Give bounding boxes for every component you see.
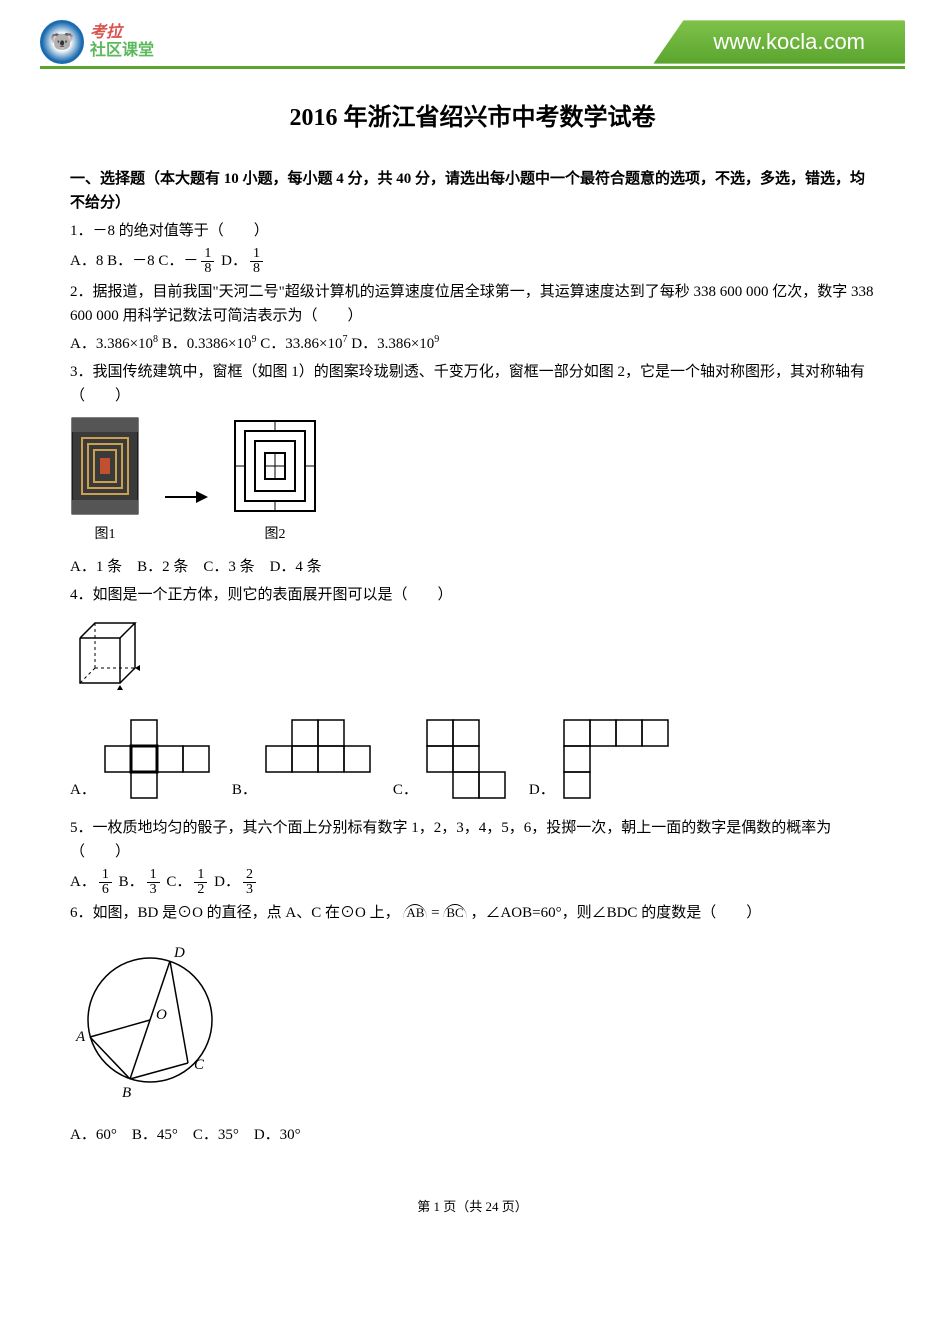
q5-c-den: 2 [194,883,207,897]
q4-net-b: B． [232,717,373,802]
q4-net-c: C． [393,717,509,802]
q5-d-label: D． [214,874,240,890]
q6-circle-icon: D O A B C [70,935,230,1105]
q4-net-b-icon [263,717,373,802]
q5-d-frac: 23 [243,868,256,897]
logo-line2: 社区课堂 [90,42,154,60]
q1-d-den: 8 [250,262,263,276]
q5-c-frac: 12 [194,868,207,897]
q1-c-num: 1 [201,247,214,262]
q6-label-c: C [194,1057,205,1073]
q3-text: 3．我国传统建筑中，窗框（如图 1）的图案玲珑剔透、千变万化，窗框一部分如图 2… [70,360,875,408]
q1-d-frac: 18 [250,247,263,276]
q4-b-label: B． [232,778,257,802]
q6-arc1: AB [403,904,427,919]
q6-arc2: BC [443,904,466,919]
q4-net-a: A． [70,717,212,802]
q5-a-num: 1 [99,868,112,883]
q3-figures: 图1 图2 [70,416,875,546]
q3-fig2-icon [230,416,320,516]
q3-fig1-wrap: 图1 [70,416,140,546]
q5-c-num: 1 [194,868,207,883]
brand-logo: 🐨 考拉 社区课堂 [40,20,154,64]
q5-text: 5．一枚质地均匀的骰子，其六个面上分别标有数字 1，2，3，4，5，6，投掷一次… [70,816,875,864]
page-title: 2016 年浙江省绍兴市中考数学试卷 [70,99,875,137]
logo-line1: 考拉 [90,24,154,42]
q4-net-d-icon [561,717,671,802]
header-url: www.kocla.com [653,20,905,63]
q1-opt-d-prefix: D． [221,253,247,269]
q5-c-label: C． [166,874,191,890]
q2-opt-c: C．33.86×10 [260,336,342,352]
q1-text: 1．－8 的绝对值等于（ ） [70,219,875,243]
q3-fig2-label: 图2 [230,524,320,546]
q1-d-num: 1 [250,247,263,262]
q6-text: 6．如图，BD 是⊙O 的直径，点 A、C 在⊙O 上， AB = BC ，∠A… [70,901,875,925]
q1-opt-a: A．8 [70,253,103,269]
q3-fig1-label: 图1 [70,524,140,546]
q6-label-a: A [75,1029,86,1045]
q1-opt-b: B．－8 [107,253,155,269]
q3-fig2-wrap: 图2 [230,416,320,546]
q5-d-den: 3 [243,883,256,897]
q5-a-frac: 16 [99,868,112,897]
q2-d-exp: 9 [434,334,439,345]
q4-net-c-icon [424,717,509,802]
q3-fig1-icon [70,416,140,516]
q4-net-a-icon [102,717,212,802]
arrow-icon [160,447,210,547]
q4-a-label: A． [70,778,96,802]
q6-options: A．60° B．45° C．35° D．30° [70,1123,875,1147]
q1-options: A．8 B．－8 C．－18 D．18 [70,247,875,276]
q5-d-num: 2 [243,868,256,883]
q6-label-d: D [173,945,185,961]
q1-c-neg: － [183,253,198,269]
q1-opt-c-prefix: C． [158,253,183,269]
q4-text: 4．如图是一个正方体，则它的表面展开图可以是（ ） [70,583,875,607]
q2-opt-d: D．3.386×10 [351,336,434,352]
q2-a-exp: 8 [153,334,158,345]
q4-d-label: D． [529,778,555,802]
q2-b-exp: 9 [252,334,257,345]
q2-c-exp: 7 [342,334,347,345]
q5-b-den: 3 [147,883,160,897]
q5-a-label: A． [70,874,96,890]
q5-a-den: 6 [99,883,112,897]
q4-c-label: C． [393,778,418,802]
q6-label-o: O [156,1007,167,1023]
q5-options: A．16 B．13 C．12 D．23 [70,868,875,897]
logo-icon: 🐨 [40,20,84,64]
q4-cube-icon [70,613,150,693]
document-body: 2016 年浙江省绍兴市中考数学试卷 一、选择题（本大题有 10 小题，每小题 … [0,69,945,1167]
q5-b-num: 1 [147,868,160,883]
q6-figure: D O A B C [70,935,875,1113]
page-footer: 第 1 页（共 24 页） [0,1197,945,1238]
q5-b-frac: 13 [147,868,160,897]
q4-net-d: D． [529,717,671,802]
q6-label-b: B [122,1085,131,1101]
q6-eq: = [427,905,443,921]
q2-opt-b: B．0.3386×10 [162,336,252,352]
q1-c-frac: 18 [201,247,214,276]
header-url-wrap: www.kocla.com [154,20,905,63]
q2-options: A．3.386×108 B．0.3386×109 C．33.86×107 D．3… [70,332,875,356]
q2-opt-a: A．3.386×10 [70,336,153,352]
q5-b-label: B． [119,874,144,890]
logo-text: 考拉 社区课堂 [90,24,154,59]
q3-options: A．1 条 B．2 条 C．3 条 D．4 条 [70,555,875,579]
q6-text-before: 6．如图，BD 是⊙O 的直径，点 A、C 在⊙O 上， [70,905,400,921]
q1-c-den: 8 [201,262,214,276]
page-header: 🐨 考拉 社区课堂 www.kocla.com [0,0,945,64]
q4-nets: A． B． [70,717,875,802]
q6-text-after: ，∠AOB=60°，则∠BDC 的度数是（ ） [470,905,761,921]
section-heading: 一、选择题（本大题有 10 小题，每小题 4 分，共 40 分，请选出每小题中一… [70,167,875,215]
q2-text: 2．据报道，目前我国"天河二号"超级计算机的运算速度位居全球第一，其运算速度达到… [70,280,875,328]
